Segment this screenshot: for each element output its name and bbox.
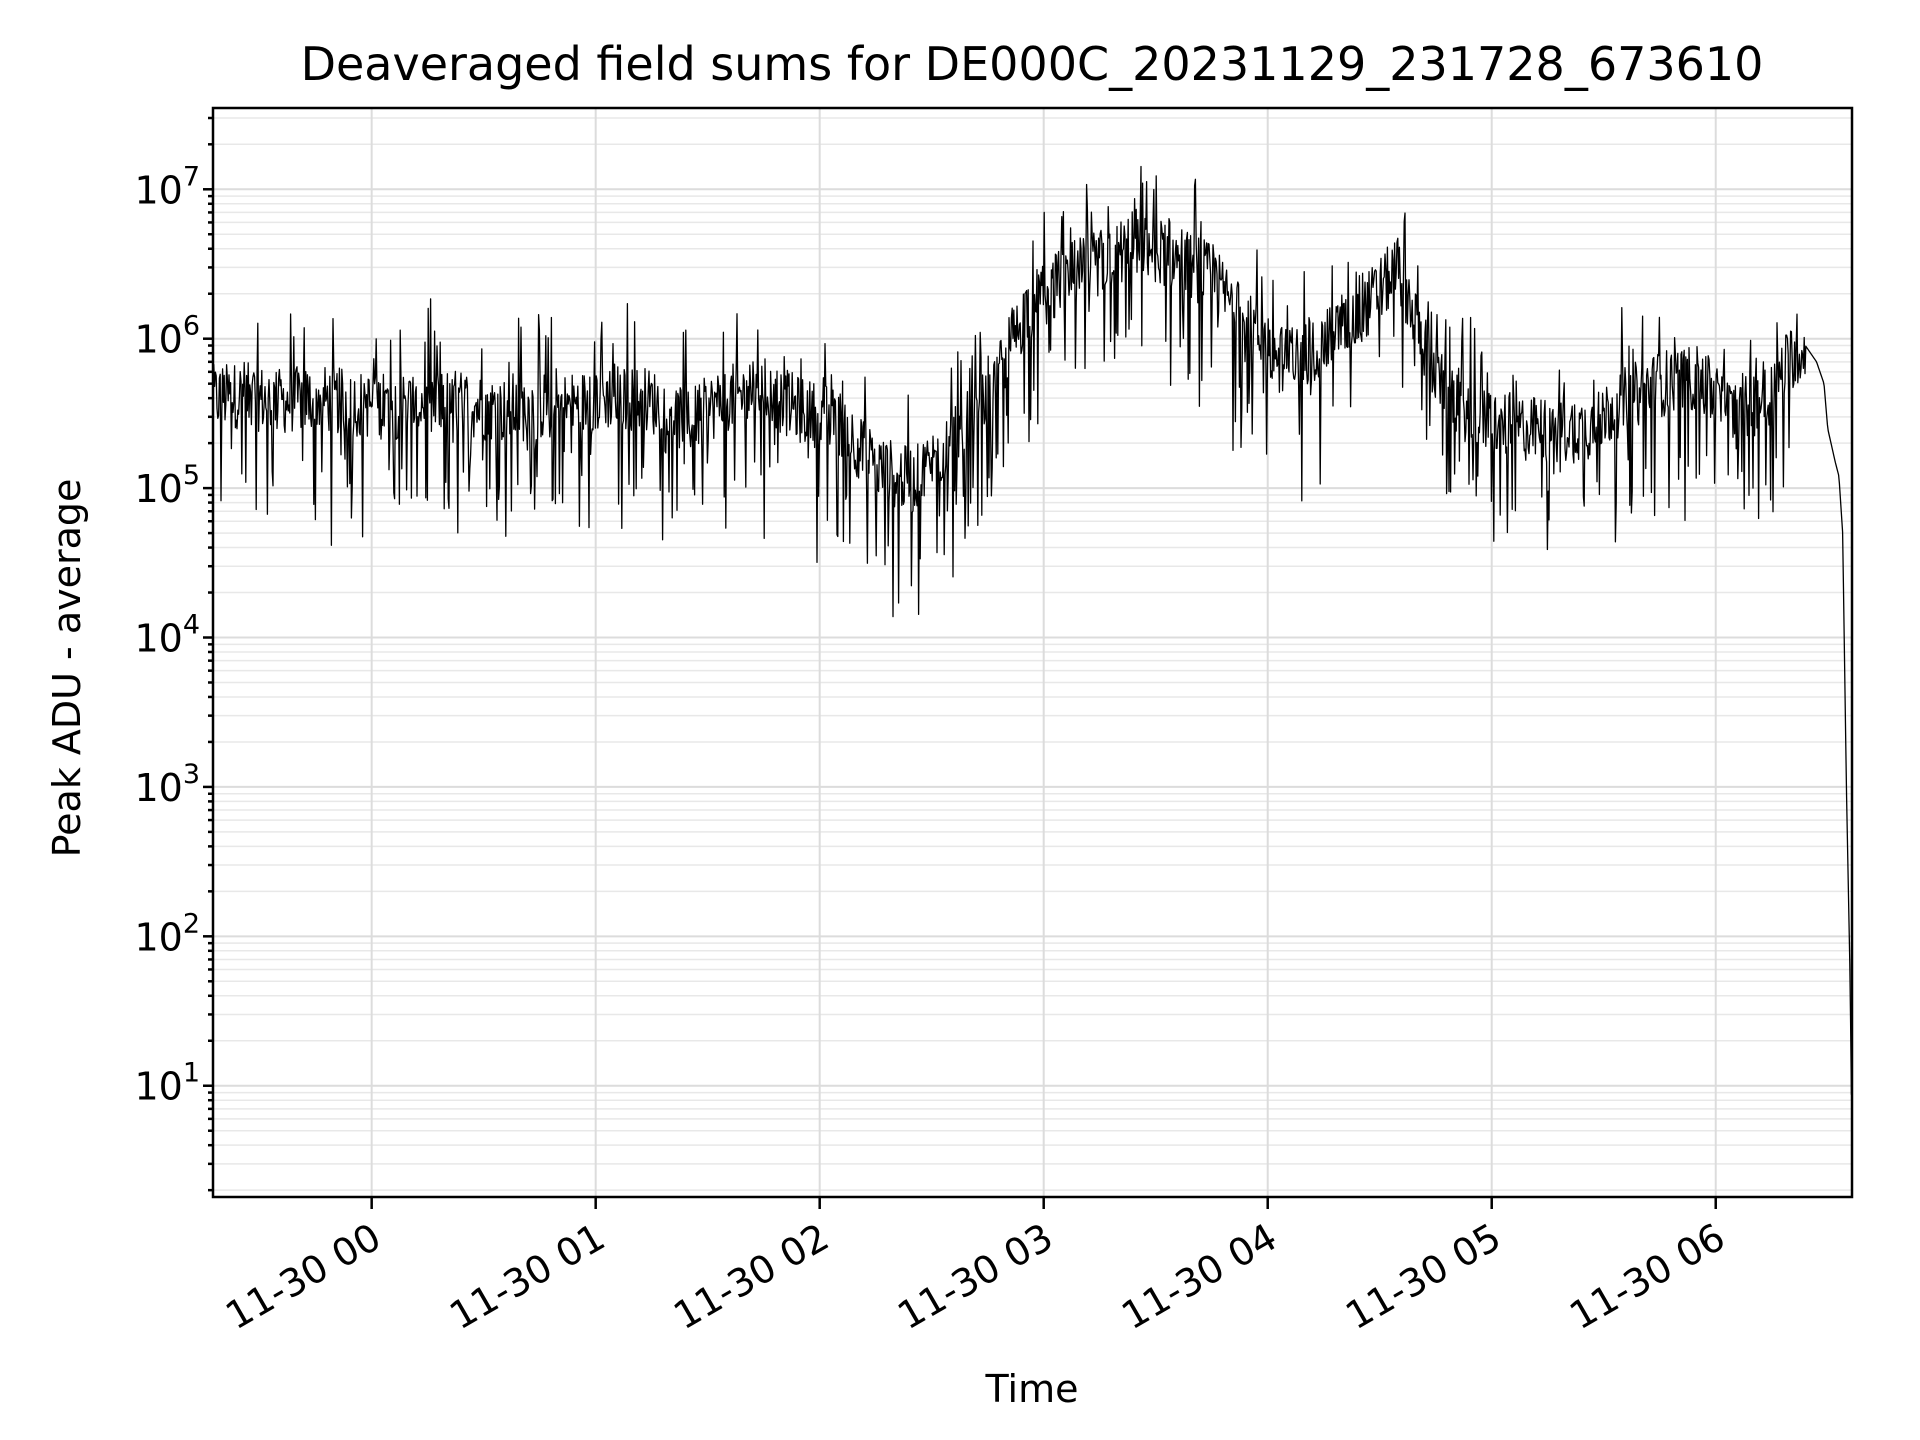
y-tick-exponent: 5 <box>183 460 200 491</box>
x-axis: 11-30 00 11-30 01 11-30 02 11-30 03 11-30 04… <box>218 1197 1732 1338</box>
chart-title: Deaveraged field sums for DE000C_2023112… <box>301 37 1764 91</box>
y-tick-base: 10 <box>134 766 182 810</box>
y-tick-label: 106 <box>134 311 200 362</box>
y-tick-exponent: 4 <box>183 610 200 641</box>
y-tick-label: 107 <box>134 161 200 212</box>
x-tick-label: 11-30 06 <box>1562 1215 1732 1339</box>
y-tick-label: 102 <box>134 908 200 959</box>
y-tick-base: 10 <box>134 1065 182 1109</box>
y-tick-base: 10 <box>134 617 182 661</box>
x-tick-label: 11-30 02 <box>666 1215 836 1339</box>
y-tick-base: 10 <box>134 318 182 362</box>
y-tick-exponent: 2 <box>183 908 200 939</box>
y-tick-label: 105 <box>134 460 200 511</box>
x-tick-label: 11-30 04 <box>1114 1215 1284 1339</box>
y-tick-base: 10 <box>134 915 182 959</box>
y-tick-exponent: 1 <box>183 1058 200 1089</box>
y-tick-base: 10 <box>134 168 182 212</box>
x-axis-label: Time <box>985 1367 1079 1411</box>
x-tick-label: 11-30 01 <box>442 1215 612 1339</box>
x-tick-label: 11-30 05 <box>1338 1215 1508 1339</box>
y-tick-base: 10 <box>134 467 182 511</box>
series-line <box>212 165 1853 1095</box>
y-tick-label: 104 <box>134 610 200 661</box>
y-tick-exponent: 6 <box>183 311 200 342</box>
y-tick-label: 103 <box>134 759 200 810</box>
y-axis-label: Peak ADU - average <box>45 479 89 858</box>
y-tick-exponent: 3 <box>183 759 200 790</box>
y-tick-exponent: 7 <box>183 161 200 192</box>
x-tick-label: 11-30 00 <box>218 1215 388 1339</box>
y-tick-label: 101 <box>134 1058 200 1109</box>
x-tick-label: 11-30 03 <box>890 1215 1060 1339</box>
